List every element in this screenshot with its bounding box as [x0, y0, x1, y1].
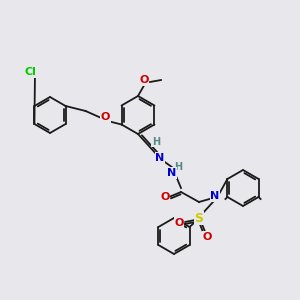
Text: N: N [155, 153, 165, 163]
Text: O: O [160, 192, 170, 202]
Text: O: O [174, 218, 184, 228]
Text: O: O [202, 232, 212, 242]
Text: Cl: Cl [24, 67, 36, 77]
Text: N: N [167, 168, 177, 178]
Text: S: S [194, 212, 203, 224]
Text: H: H [152, 137, 160, 147]
Text: O: O [139, 75, 149, 85]
Text: O: O [101, 112, 110, 122]
Text: N: N [210, 191, 220, 201]
Text: H: H [174, 162, 182, 172]
